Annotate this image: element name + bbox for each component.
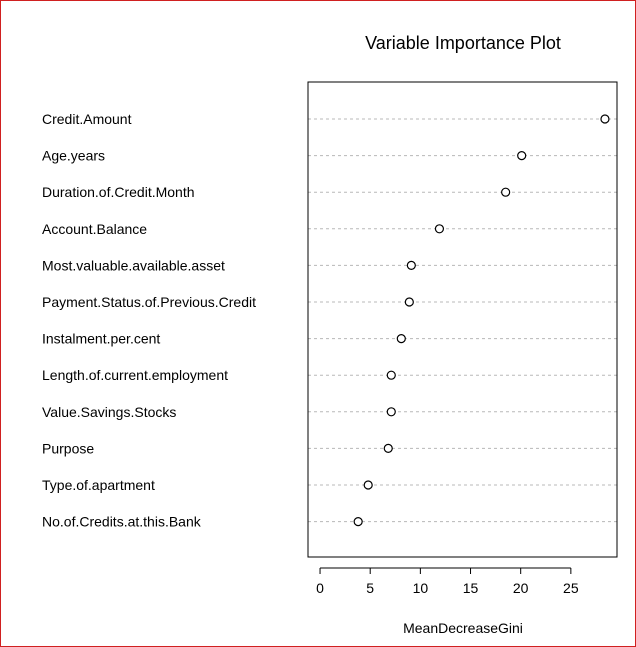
x-axis-label: MeanDecreaseGini <box>403 620 523 636</box>
data-point <box>363 480 373 490</box>
x-axis: 0 5 10 15 20 25 <box>316 567 579 596</box>
x-tick-label: 10 <box>413 580 429 596</box>
category-label: Purpose <box>42 440 94 456</box>
category-label: Most.valuable.available.asset <box>42 257 225 273</box>
category-label: Type.of.apartment <box>42 477 155 493</box>
data-point <box>434 224 445 234</box>
data-point <box>383 443 393 453</box>
category-label: Duration.of.Credit.Month <box>42 184 195 200</box>
chart-title: Variable Importance Plot <box>365 33 561 53</box>
category-label: Payment.Status.of.Previous.Credit <box>42 294 256 310</box>
data-point <box>396 334 406 344</box>
data-point <box>406 260 416 270</box>
category-label: Length.of.current.employment <box>42 367 228 383</box>
data-point <box>386 370 396 380</box>
x-tick-label: 20 <box>513 580 529 596</box>
x-tick-label: 15 <box>463 580 479 596</box>
category-labels: Credit.Amount Age.years Duration.of.Credit… <box>42 111 256 530</box>
data-point <box>517 151 527 161</box>
plot-area-border <box>307 81 618 558</box>
category-label: Credit.Amount <box>42 111 132 127</box>
category-label: Instalment.per.cent <box>42 331 160 347</box>
data-point <box>404 297 414 307</box>
x-tick-label: 5 <box>366 580 374 596</box>
data-point <box>600 114 610 124</box>
data-point <box>386 407 396 417</box>
data-point <box>353 516 363 527</box>
data-points <box>353 114 610 527</box>
x-tick-label: 0 <box>316 580 324 596</box>
category-label: Value.Savings.Stocks <box>42 404 176 420</box>
category-label: Age.years <box>42 148 105 164</box>
category-label: Account.Balance <box>42 221 147 237</box>
grid-lines <box>308 118 617 523</box>
data-point <box>501 187 511 197</box>
category-label: No.of.Credits.at.this.Bank <box>42 514 202 530</box>
x-tick-label: 25 <box>563 580 579 596</box>
